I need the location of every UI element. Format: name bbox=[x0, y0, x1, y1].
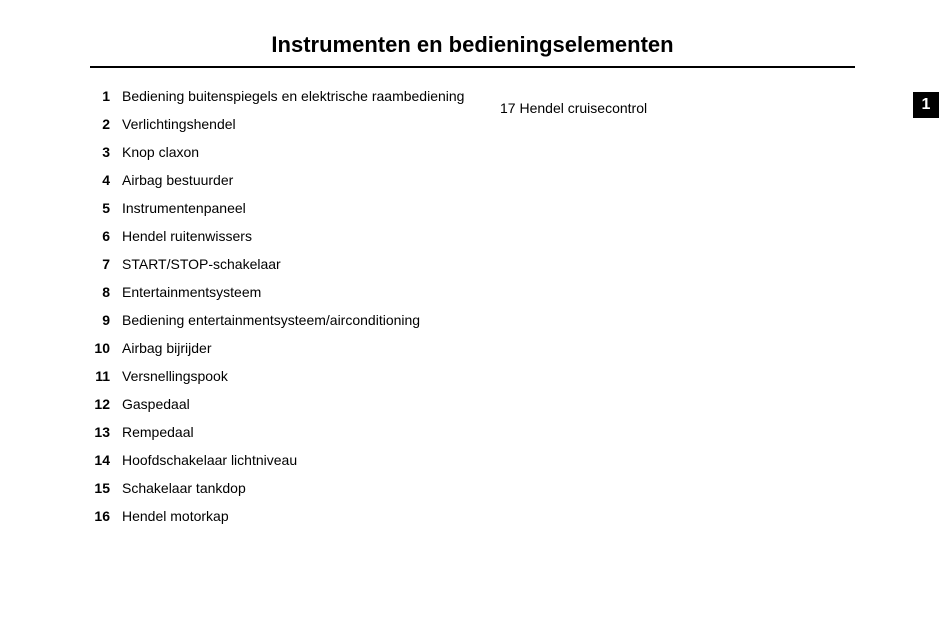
item-text: Knop claxon bbox=[116, 138, 199, 166]
item-number: 7 bbox=[90, 250, 116, 278]
chapter-tab: 1 bbox=[913, 92, 939, 118]
item-text: Bediening entertainmentsysteem/aircondit… bbox=[116, 306, 420, 334]
item-text: Hendel motorkap bbox=[116, 502, 229, 530]
item-number: 8 bbox=[90, 278, 116, 306]
list-item: 13 Rempedaal bbox=[90, 418, 485, 446]
item-number: 12 bbox=[90, 390, 116, 418]
list-item: 9 Bediening entertainmentsysteem/aircond… bbox=[90, 306, 485, 334]
item-text: Hendel cruisecontrol bbox=[519, 100, 647, 116]
item-text: Instrumentenpaneel bbox=[116, 194, 246, 222]
list-item: 16 Hendel motorkap bbox=[90, 502, 485, 530]
item-text: Schakelaar tankdop bbox=[116, 474, 246, 502]
list-item: 8 Entertainmentsysteem bbox=[90, 278, 485, 306]
item-text: Gaspedaal bbox=[116, 390, 190, 418]
list-item: 1 Bediening buitenspiegels en elektrisch… bbox=[90, 82, 485, 110]
item-number: 13 bbox=[90, 418, 116, 446]
item-text: Hoofdschakelaar lichtniveau bbox=[116, 446, 297, 474]
item-number: 14 bbox=[90, 446, 116, 474]
list-item: 11 Versnellingspook bbox=[90, 362, 485, 390]
item-number: 16 bbox=[90, 502, 116, 530]
list-item: 5 Instrumentenpaneel bbox=[90, 194, 485, 222]
item-number: 10 bbox=[90, 334, 116, 362]
left-column: 1 Bediening buitenspiegels en elektrisch… bbox=[90, 82, 485, 530]
item-number: 11 bbox=[90, 362, 116, 390]
item-number: 5 bbox=[90, 194, 116, 222]
title-rule bbox=[90, 66, 855, 68]
item-number: 15 bbox=[90, 474, 116, 502]
item-number: 17 bbox=[500, 100, 516, 116]
list-item: 6 Hendel ruitenwissers bbox=[90, 222, 485, 250]
list-item: 4 Airbag bestuurder bbox=[90, 166, 485, 194]
item-text: Bediening buitenspiegels en elektrische … bbox=[116, 82, 464, 110]
item-number: 9 bbox=[90, 306, 116, 334]
item-number: 1 bbox=[90, 82, 116, 110]
list-item: 17 Hendel cruisecontrol bbox=[500, 94, 647, 122]
item-number: 2 bbox=[90, 110, 116, 138]
list-item: 14 Hoofdschakelaar lichtniveau bbox=[90, 446, 485, 474]
item-text: Rempedaal bbox=[116, 418, 194, 446]
list-item: 3 Knop claxon bbox=[90, 138, 485, 166]
item-number: 4 bbox=[90, 166, 116, 194]
list-item: 12 Gaspedaal bbox=[90, 390, 485, 418]
list-item: 7 START/STOP-schakelaar bbox=[90, 250, 485, 278]
list-item: 10 Airbag bijrijder bbox=[90, 334, 485, 362]
item-text: Hendel ruitenwissers bbox=[116, 222, 252, 250]
page-title: Instrumenten en bedieningselementen bbox=[0, 0, 945, 66]
list-item: 2 Verlichtingshendel bbox=[90, 110, 485, 138]
item-text: Verlichtingshendel bbox=[116, 110, 236, 138]
list-item: 15 Schakelaar tankdop bbox=[90, 474, 485, 502]
right-column: 17 Hendel cruisecontrol bbox=[485, 82, 647, 530]
item-text: START/STOP-schakelaar bbox=[116, 250, 281, 278]
content-area: 1 Bediening buitenspiegels en elektrisch… bbox=[0, 82, 945, 530]
item-number: 3 bbox=[90, 138, 116, 166]
item-text: Airbag bestuurder bbox=[116, 166, 233, 194]
item-text: Versnellingspook bbox=[116, 362, 228, 390]
item-text: Entertainmentsysteem bbox=[116, 278, 261, 306]
item-text: Airbag bijrijder bbox=[116, 334, 211, 362]
item-number: 6 bbox=[90, 222, 116, 250]
